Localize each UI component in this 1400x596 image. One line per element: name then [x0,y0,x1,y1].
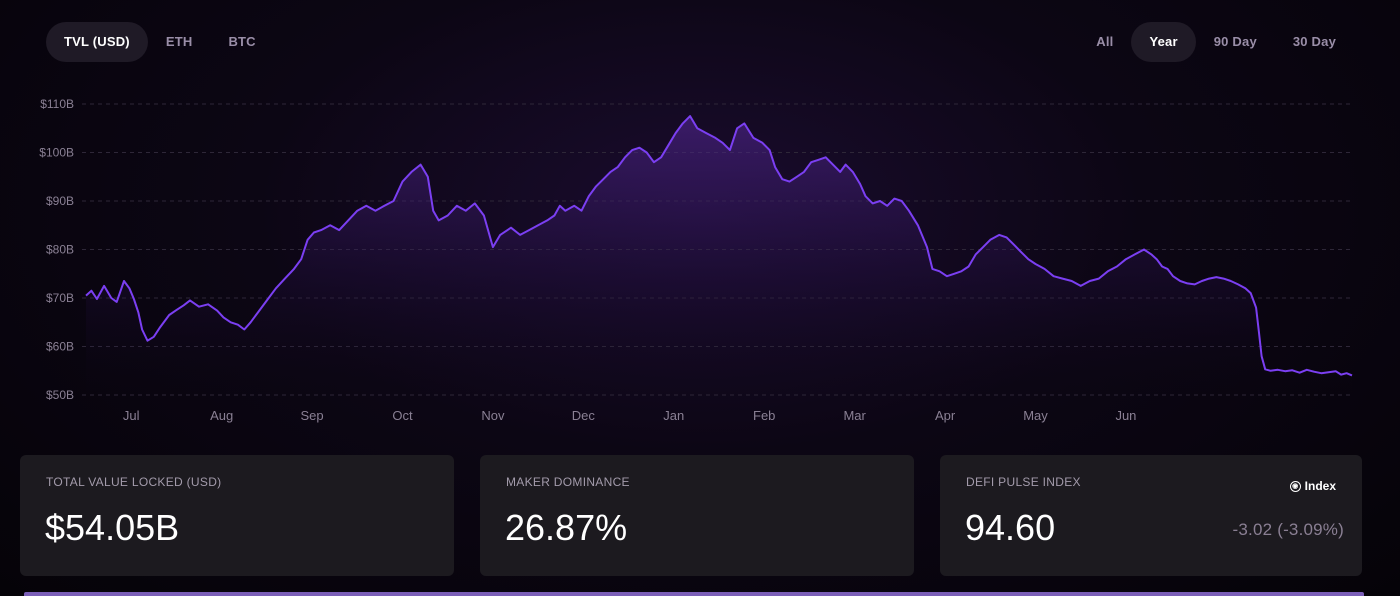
range-tabs: All Year 90 Day 30 Day [1078,22,1354,62]
tvl-card: TOTAL VALUE LOCKED (USD) $54.05B [20,455,454,576]
y-tick-label: $90B [46,194,74,208]
tvl-chart: $50B $60B $70B $80B $90B $100B $110B Jul Aug Sep… [39,97,1353,423]
index-link-label: Index [1304,479,1336,493]
index-icon: ◉ [1289,480,1301,492]
bottom-panel-edge [24,592,1364,596]
x-tick-label: Nov [481,408,505,423]
y-tick-label: $60B [46,340,74,354]
defi-pulse-index-card: DEFI PULSE INDEX ◉ Index 94.60 -3.02 (-3… [940,455,1362,576]
maker-dominance-card: MAKER DOMINANCE 26.87% [480,455,914,576]
tab-eth[interactable]: ETH [165,34,193,49]
tvl-card-value: $54.05B [45,507,180,548]
x-tick-label: Jan [663,408,684,423]
x-tick-label: Sep [301,408,324,423]
tab-all[interactable]: All [1096,34,1114,49]
x-tick-label: Jun [1115,408,1136,423]
y-tick-label: $110B [40,97,74,111]
x-tick-label: May [1023,408,1048,423]
tab-30-day[interactable]: 30 Day [1292,34,1336,49]
x-tick-label: Dec [572,408,596,423]
tvl-area [86,116,1352,395]
tvl-card-label: TOTAL VALUE LOCKED (USD) [46,475,222,489]
index-link[interactable]: ◉ Index [1289,479,1336,493]
defi-pulse-index-label: DEFI PULSE INDEX [966,475,1081,489]
y-tick-label: $100B [39,146,74,160]
y-tick-label: $80B [46,243,74,257]
maker-dominance-value: 26.87% [505,507,628,548]
tvl-line[interactable] [85,115,1353,377]
tab-btc[interactable]: BTC [228,34,256,49]
defi-pulse-index-value: 94.60 [965,507,1056,548]
defi-pulse-index-change: -3.02 (-3.09%) [1232,520,1344,539]
maker-dominance-label: MAKER DOMINANCE [506,475,630,489]
y-tick-label: $70B [46,291,74,305]
metric-tabs: TVL (USD) ETH BTC [46,22,274,62]
tab-90-day[interactable]: 90 Day [1213,34,1257,49]
x-tick-label: Mar [843,408,866,423]
x-tick-label: Apr [935,408,956,423]
x-tick-label: Oct [392,408,413,423]
tab-year[interactable]: Year [1131,22,1196,62]
y-tick-label: $50B [46,388,74,402]
x-tick-label: Aug [210,408,233,423]
tab-tvl-usd[interactable]: TVL (USD) [46,22,148,62]
x-tick-label: Jul [123,408,140,423]
x-tick-label: Feb [753,408,775,423]
